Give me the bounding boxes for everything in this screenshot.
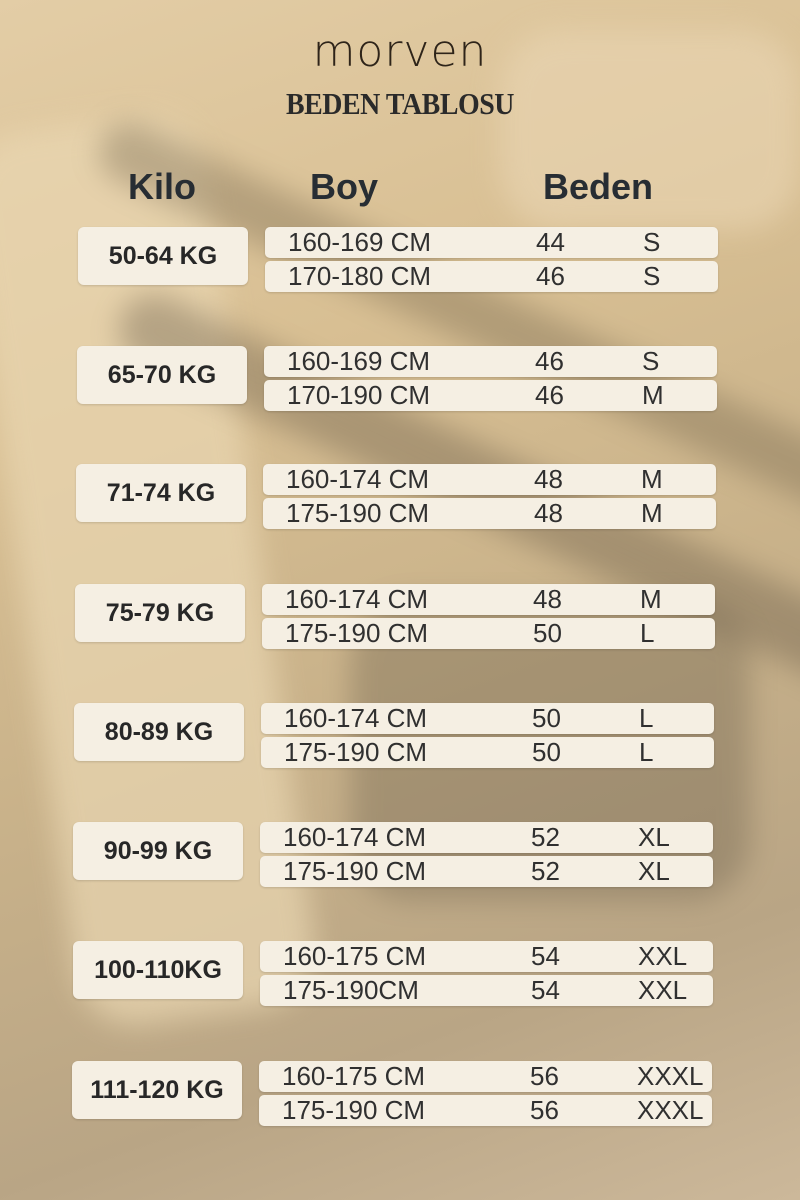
page-title: BEDEN TABLOSU	[285, 86, 515, 121]
boy-value: 160-174 CM	[283, 822, 427, 852]
table-row: 175-190CM 54 XXL	[260, 975, 713, 1006]
letter-size-value: XL	[638, 822, 670, 852]
letter-size-value: L	[639, 737, 654, 767]
kilo-label: 80-89 KG	[74, 703, 244, 761]
table-row: 160-175 CM 56 XXXL	[259, 1061, 712, 1092]
boy-value: 160-169 CM	[287, 346, 431, 376]
letter-size-value: M	[642, 380, 664, 410]
boy-value: 175-190 CM	[284, 737, 428, 767]
number-size-value: 50	[532, 737, 561, 767]
number-size-value: 54	[531, 975, 560, 1005]
number-size-value: 48	[534, 464, 563, 494]
table-row: 160-175 CM 54 XXL	[260, 941, 713, 972]
header-kilo: Kilo	[128, 166, 196, 207]
number-size-value: 44	[536, 227, 565, 257]
number-size-value: 52	[531, 822, 560, 852]
boy-value: 175-190 CM	[282, 1095, 426, 1125]
boy-value: 175-190 CM	[285, 618, 429, 648]
kilo-label: 90-99 KG	[73, 822, 243, 880]
table-row: 160-174 CM 48 M	[263, 464, 716, 495]
table-row: 170-180 CM 46 S	[265, 261, 718, 292]
number-size-value: 46	[535, 346, 564, 376]
letter-size-value: M	[641, 498, 663, 528]
table-row: 160-169 CM 46 S	[264, 346, 717, 377]
table-row: 160-174 CM 50 L	[261, 703, 714, 734]
number-size-value: 54	[531, 941, 560, 971]
size-group: 71-74 KG 160-174 CM 48 M 175-190 CM 48 M	[0, 460, 800, 529]
table-row: 160-174 CM 48 M	[262, 584, 715, 615]
letter-size-value: XXXL	[637, 1061, 704, 1091]
letter-size-value: M	[641, 464, 663, 494]
number-size-value: 56	[530, 1095, 559, 1125]
size-group: 90-99 KG 160-174 CM 52 XL 175-190 CM 52 XL	[0, 818, 800, 887]
size-group: 75-79 KG 160-174 CM 48 M 175-190 CM 50 L	[0, 580, 800, 649]
boy-value: 175-190 CM	[283, 856, 427, 886]
kilo-label: 71-74 KG	[76, 464, 246, 522]
kilo-label: 75-79 KG	[75, 584, 245, 642]
number-size-value: 50	[532, 703, 561, 733]
boy-value: 175-190CM	[283, 975, 419, 1005]
size-group: 100-110KG 160-175 CM 54 XXL 175-190CM 54 XXL	[0, 937, 800, 1006]
table-row: 175-190 CM 50 L	[262, 618, 715, 649]
boy-value: 160-169 CM	[288, 227, 432, 257]
kilo-label: 100-110KG	[73, 941, 243, 999]
size-group: 50-64 KG 160-169 CM 44 S 170-180 CM 46 S	[0, 223, 800, 292]
letter-size-value: XXXL	[637, 1095, 704, 1125]
letter-size-value: L	[639, 703, 654, 733]
kilo-label: 50-64 KG	[78, 227, 248, 285]
letter-size-value: S	[643, 227, 661, 257]
table-row: 175-190 CM 56 XXXL	[259, 1095, 712, 1126]
boy-value: 170-190 CM	[287, 380, 431, 410]
table-row: 160-169 CM 44 S	[265, 227, 718, 258]
letter-size-value: S	[643, 261, 661, 291]
number-size-value: 52	[531, 856, 560, 886]
boy-value: 175-190 CM	[286, 498, 430, 528]
header-beden: Beden	[543, 166, 654, 207]
kilo-label: 111-120 KG	[72, 1061, 242, 1119]
number-size-value: 46	[535, 380, 564, 410]
letter-size-value: XXL	[638, 975, 688, 1005]
letter-size-value: S	[642, 346, 660, 376]
number-size-value: 46	[536, 261, 565, 291]
table-row: 170-190 CM 46 M	[264, 380, 717, 411]
header-boy: Boy	[310, 166, 379, 207]
boy-value: 160-175 CM	[283, 941, 427, 971]
letter-size-value: L	[640, 618, 655, 648]
table-row: 175-190 CM 52 XL	[260, 856, 713, 887]
kilo-label: 65-70 KG	[77, 346, 247, 404]
letter-size-value: XL	[638, 856, 670, 886]
number-size-value: 50	[533, 618, 562, 648]
number-size-value: 48	[533, 584, 562, 614]
number-size-value: 56	[530, 1061, 559, 1091]
number-size-value: 48	[534, 498, 563, 528]
table-row: 175-190 CM 48 M	[263, 498, 716, 529]
boy-value: 160-174 CM	[286, 464, 430, 494]
table-row: 175-190 CM 50 L	[261, 737, 714, 768]
size-group: 80-89 KG 160-174 CM 50 L 175-190 CM 50 L	[0, 699, 800, 768]
table-row: 160-174 CM 52 XL	[260, 822, 713, 853]
letter-size-value: M	[640, 584, 662, 614]
size-group: 111-120 KG 160-175 CM 56 XXXL 175-190 CM 56 XX…	[0, 1057, 800, 1126]
brand-logo: morven	[312, 26, 488, 77]
boy-value: 160-174 CM	[285, 584, 429, 614]
letter-size-value: XXL	[638, 941, 688, 971]
boy-value: 170-180 CM	[288, 261, 432, 291]
boy-value: 160-175 CM	[282, 1061, 426, 1091]
boy-value: 160-174 CM	[284, 703, 428, 733]
size-group: 65-70 KG 160-169 CM 46 S 170-190 CM 46 M	[0, 342, 800, 411]
